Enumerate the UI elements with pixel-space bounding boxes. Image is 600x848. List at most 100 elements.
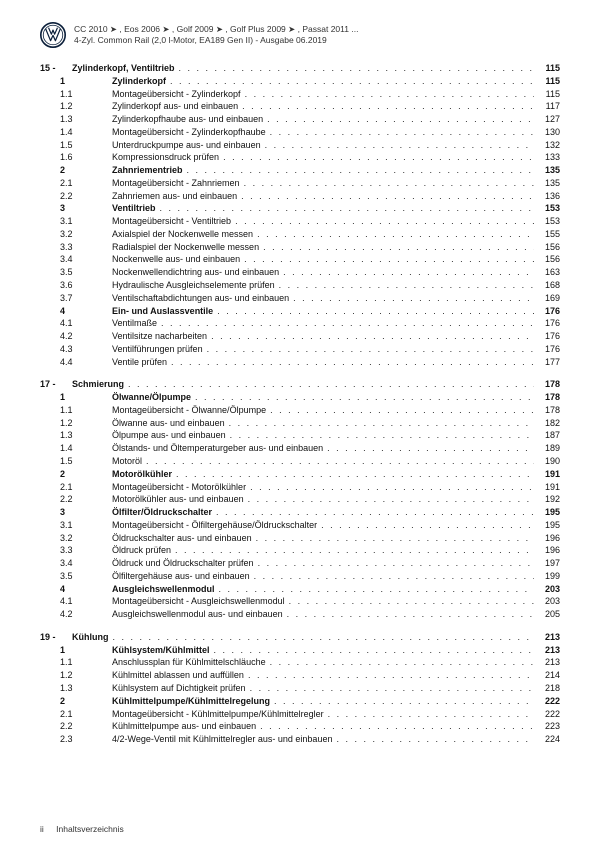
- toc-row: 2.34/2-Wege-Ventil mit Kühlmittelregler …: [40, 733, 560, 746]
- toc-row: 3.4Nockenwelle aus- und einbauen . . . .…: [40, 253, 560, 266]
- sub-page: 156: [534, 241, 560, 254]
- sub-num: 1.1: [40, 656, 112, 669]
- sub-num: 3.1: [40, 215, 112, 228]
- sub-page: 176: [534, 317, 560, 330]
- sub-page: 163: [534, 266, 560, 279]
- toc-row: 2.2Zahnriemen aus- und einbauen . . . . …: [40, 190, 560, 203]
- sub-page: 169: [534, 292, 560, 305]
- section-page: 191: [534, 468, 560, 481]
- sub-num: 4.4: [40, 356, 112, 369]
- section-page: 203: [534, 583, 560, 596]
- toc-leader-dots: . . . . . . . . . . . . . . . . . . . . …: [336, 733, 534, 746]
- chapter-page: 115: [534, 62, 560, 75]
- toc-row: 3.2Öldruckschalter aus- und einbauen . .…: [40, 532, 560, 545]
- sub-num: 2.1: [40, 708, 112, 721]
- sub-num: 1.3: [40, 429, 112, 442]
- toc-leader-dots: . . . . . . . . . . . . . . . . . . . . …: [257, 228, 534, 241]
- sub-title: Ventilsitze nacharbeiten: [112, 330, 211, 343]
- sub-title: Hydraulische Ausgleichselemente prüfen: [112, 279, 279, 292]
- toc-leader-dots: . . . . . . . . . . . . . . . . . . . . …: [219, 583, 534, 596]
- sub-num: 3.7: [40, 292, 112, 305]
- toc-leader-dots: . . . . . . . . . . . . . . . . . . . . …: [195, 391, 534, 404]
- section-num: 3: [40, 506, 112, 519]
- sub-title: Nockenwellendichtring aus- und einbauen: [112, 266, 283, 279]
- sub-title: Montageübersicht - Ausgleichswellenmodul: [112, 595, 289, 608]
- sub-title: Nockenwelle aus- und einbauen: [112, 253, 244, 266]
- toc-row: 3.2Axialspiel der Nockenwelle messen . .…: [40, 228, 560, 241]
- sub-title: Montageübersicht - Motorölkühler: [112, 481, 250, 494]
- section-num: 2: [40, 164, 112, 177]
- chapter-page: 178: [534, 378, 560, 391]
- toc-row: 2Motorölkühler . . . . . . . . . . . . .…: [40, 468, 560, 481]
- toc-row: 2.2Kühlmittelpumpe aus- und einbauen . .…: [40, 720, 560, 733]
- toc-row: 1.3Kühlsystem auf Dichtigkeit prüfen . .…: [40, 682, 560, 695]
- sub-page: 156: [534, 253, 560, 266]
- section-page: 115: [534, 75, 560, 88]
- toc-leader-dots: . . . . . . . . . . . . . . . . . . . . …: [327, 442, 534, 455]
- chapter-title: Schmierung: [72, 378, 128, 391]
- section-page: 178: [534, 391, 560, 404]
- sub-title: Zylinderkopfhaube aus- und einbauen: [112, 113, 267, 126]
- toc-row: 1.2Ölwanne aus- und einbauen . . . . . .…: [40, 417, 560, 430]
- sub-num: 2.2: [40, 190, 112, 203]
- toc-row: 3.1Montageübersicht - Ölfiltergehäuse/Öl…: [40, 519, 560, 532]
- toc-leader-dots: . . . . . . . . . . . . . . . . . . . . …: [289, 595, 534, 608]
- sub-title: Montageübersicht - Ventiltrieb: [112, 215, 235, 228]
- toc-leader-dots: . . . . . . . . . . . . . . . . . . . . …: [248, 493, 534, 506]
- sub-num: 1.2: [40, 669, 112, 682]
- sub-page: 187: [534, 429, 560, 442]
- toc-row: 1.4Montageübersicht - Zylinderkopfhaube …: [40, 126, 560, 139]
- sub-num: 2.3: [40, 733, 112, 746]
- sub-title: Kühlmittel ablassen und auffüllen: [112, 669, 248, 682]
- toc-leader-dots: . . . . . . . . . . . . . . . . . . . . …: [230, 429, 534, 442]
- toc-row: 4.1Ventilmaße . . . . . . . . . . . . . …: [40, 317, 560, 330]
- toc-leader-dots: . . . . . . . . . . . . . . . . . . . . …: [235, 215, 534, 228]
- toc-row: 1.2Kühlmittel ablassen und auffüllen . .…: [40, 669, 560, 682]
- toc-leader-dots: . . . . . . . . . . . . . . . . . . . . …: [242, 100, 534, 113]
- sub-num: 1.4: [40, 442, 112, 455]
- chapter-block: 17 -Schmierung . . . . . . . . . . . . .…: [40, 378, 560, 621]
- toc-leader-dots: . . . . . . . . . . . . . . . . . . . . …: [241, 190, 534, 203]
- toc-row: 4Ausgleichswellenmodul . . . . . . . . .…: [40, 583, 560, 596]
- section-page: 176: [534, 305, 560, 318]
- sub-page: 178: [534, 404, 560, 417]
- section-title: Kühlmittelpumpe/Kühlmittelregelung: [112, 695, 274, 708]
- toc-leader-dots: . . . . . . . . . . . . . . . . . . . . …: [160, 202, 534, 215]
- toc-row: 3.7Ventilschaftabdichtungen aus- und ein…: [40, 292, 560, 305]
- sub-page: 168: [534, 279, 560, 292]
- toc-leader-dots: . . . . . . . . . . . . . . . . . . . . …: [171, 356, 534, 369]
- sub-num: 3.6: [40, 279, 112, 292]
- section-page: 135: [534, 164, 560, 177]
- footer-page-num: ii: [40, 824, 44, 834]
- sub-title: Montageübersicht - Zahnriemen: [112, 177, 244, 190]
- toc-leader-dots: . . . . . . . . . . . . . . . . . . . . …: [161, 317, 534, 330]
- toc-leader-dots: . . . . . . . . . . . . . . . . . . . . …: [187, 164, 534, 177]
- sub-page: 192: [534, 493, 560, 506]
- toc-leader-dots: . . . . . . . . . . . . . . . . . . . . …: [244, 253, 534, 266]
- sub-page: 177: [534, 356, 560, 369]
- chapter-title: Zylinderkopf, Ventiltrieb: [72, 62, 179, 75]
- toc-leader-dots: . . . . . . . . . . . . . . . . . . . . …: [274, 695, 534, 708]
- sub-num: 1.6: [40, 151, 112, 164]
- sub-num: 2.2: [40, 493, 112, 506]
- sub-page: 205: [534, 608, 560, 621]
- toc-row: 1.5Motoröl . . . . . . . . . . . . . . .…: [40, 455, 560, 468]
- sub-title: Ventile prüfen: [112, 356, 171, 369]
- sub-num: 1.5: [40, 455, 112, 468]
- toc-row: 1.3Ölpumpe aus- und einbauen . . . . . .…: [40, 429, 560, 442]
- sub-page: 190: [534, 455, 560, 468]
- toc-row: 3.4Öldruck und Öldruckschalter prüfen . …: [40, 557, 560, 570]
- toc-leader-dots: . . . . . . . . . . . . . . . . . . . . …: [328, 708, 534, 721]
- sub-title: Montageübersicht - Zylinderkopf: [112, 88, 245, 101]
- sub-num: 3.1: [40, 519, 112, 532]
- toc-row: 17 -Schmierung . . . . . . . . . . . . .…: [40, 378, 560, 391]
- section-page: 222: [534, 695, 560, 708]
- toc-row: 3.5Ölfiltergehäuse aus- und einbauen . .…: [40, 570, 560, 583]
- sub-num: 1.1: [40, 404, 112, 417]
- toc-row: 4.2Ventilsitze nacharbeiten . . . . . . …: [40, 330, 560, 343]
- toc-leader-dots: . . . . . . . . . . . . . . . . . . . . …: [211, 330, 534, 343]
- footer-label: Inhaltsverzeichnis: [56, 824, 124, 834]
- sub-title: Kompressionsdruck prüfen: [112, 151, 223, 164]
- chapter-num: 19 -: [40, 631, 72, 644]
- toc-row: 4.4Ventile prüfen . . . . . . . . . . . …: [40, 356, 560, 369]
